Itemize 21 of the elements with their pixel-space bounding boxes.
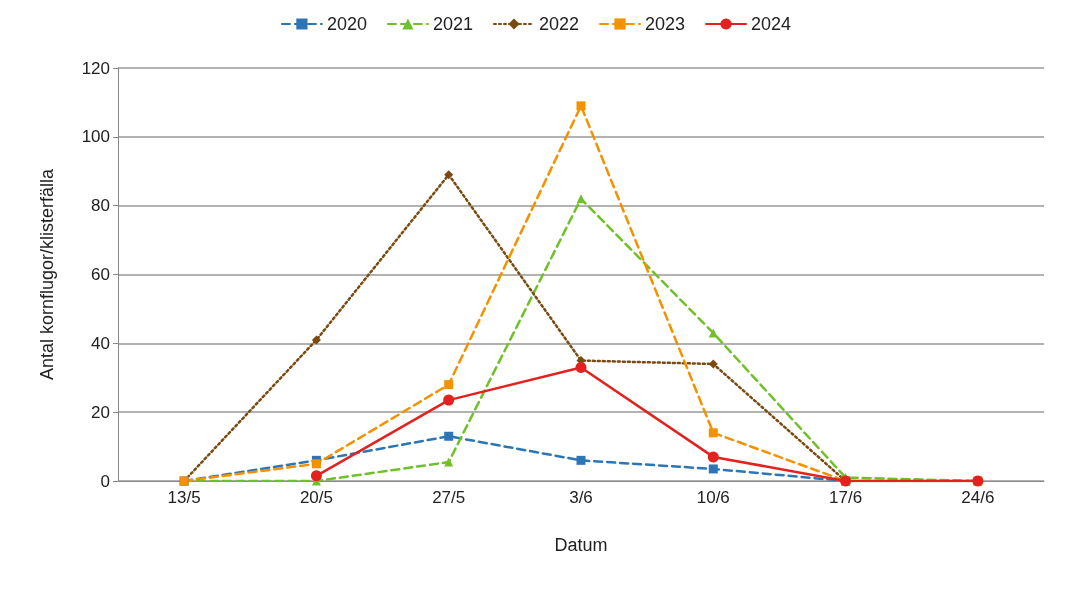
y-tick-label: 60	[91, 265, 110, 284]
legend-label: 2022	[538, 14, 580, 34]
legend-label: 2023	[645, 14, 686, 34]
x-tick-label: 27/5	[432, 488, 466, 507]
x-axis-title: Datum	[554, 535, 608, 555]
y-tick-label: 0	[100, 471, 110, 491]
x-tick-label: 17/6	[829, 488, 863, 507]
y-tick-label: 80	[91, 196, 110, 216]
y-tick-label: 120	[81, 58, 110, 78]
legend-label: 2021	[432, 14, 473, 34]
legend-label: 2020	[326, 14, 367, 34]
y-tick-label: 40	[91, 333, 110, 353]
y-tick-label: 20	[91, 402, 110, 422]
legend-label: 2024	[751, 14, 792, 34]
y-tick-label: 100	[81, 127, 110, 147]
x-tick-label: 3/6	[569, 488, 593, 507]
x-tick-label: 24/6	[961, 488, 995, 507]
x-tick-label: 10/6	[696, 488, 730, 507]
y-axis-title: Antal kornflugor/klisterfälla	[37, 167, 57, 381]
x-tick-label: 20/5	[299, 488, 333, 507]
x-tick-label: 13/5	[167, 488, 201, 507]
